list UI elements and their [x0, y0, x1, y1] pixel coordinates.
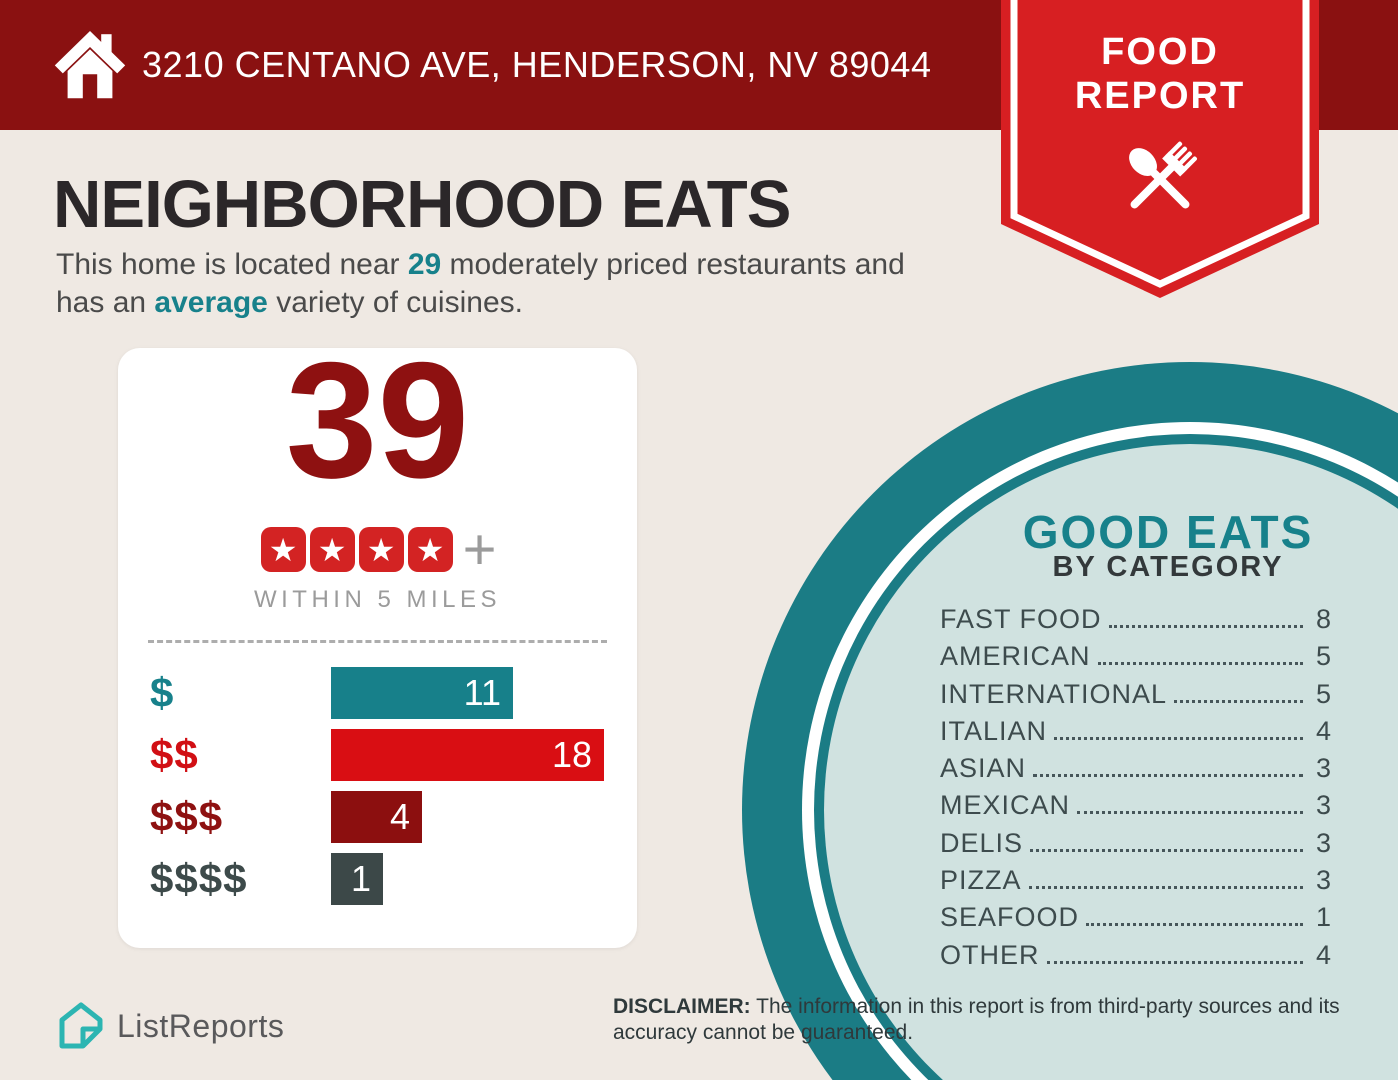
category-row: INTERNATIONAL 5 [940, 679, 1332, 716]
category-value: 3 [1315, 753, 1332, 784]
stats-card: 39 ★ ★ ★ ★ + WITHIN 5 MILES $11 $$ 18 $$$ 4 $$$$ 1 [118, 328, 637, 948]
crossed-spoon-fork-icon [1129, 141, 1198, 209]
bar: 4 [331, 791, 422, 843]
star-rating: ★ ★ ★ ★ + [118, 517, 637, 582]
bar-row: $$$$ 1 [150, 853, 637, 905]
bar-value: 4 [389, 796, 410, 837]
category-leader-dots [1054, 736, 1303, 740]
category-value: 5 [1315, 641, 1332, 672]
category-value: 4 [1315, 939, 1332, 970]
category-leader-dots [1086, 923, 1303, 927]
disclaimer-label: DISCLAIMER: [613, 995, 751, 1018]
bar-value: 11 [463, 672, 501, 713]
category-row: ITALIAN 4 [940, 716, 1332, 753]
subtitle-text-3: has an [56, 286, 155, 319]
bar: 18 [331, 729, 604, 781]
subtitle-text-4: variety of cuisines. [267, 286, 523, 319]
price-bars: $11 $$ 18 $$$ 4 $$$$ 1 [150, 667, 637, 905]
category-leader-dots [1030, 848, 1303, 852]
category-row: DELIS 3 [940, 828, 1332, 865]
ribbon-title: FOOD REPORT [1001, 30, 1319, 118]
category-leader-dots [1108, 625, 1303, 628]
category-name: DELIS [940, 827, 1024, 858]
category-leader-dots [1097, 662, 1303, 666]
bar-value: 18 [551, 734, 592, 775]
category-name: AMERICAN [940, 641, 1091, 672]
category-row: PIZZA 3 [940, 865, 1332, 902]
restaurant-total-count: 39 [285, 328, 470, 512]
category-leader-dots [1033, 774, 1303, 778]
footer-logo: ListReports [57, 1001, 284, 1051]
page-title: NEIGHBORHOOD EATS [53, 167, 791, 242]
disclaimer: DISCLAIMER: The information in this repo… [613, 994, 1353, 1046]
category-row: SEAFOOD 1 [940, 902, 1332, 939]
category-leader-dots [1077, 811, 1303, 815]
category-row: AMERICAN 5 [940, 641, 1332, 678]
listreports-house-icon [59, 1002, 103, 1049]
category-value: 3 [1315, 865, 1332, 896]
bar-label: $ [150, 669, 175, 716]
restaurant-count-inline: 29 [407, 248, 442, 281]
category-leader-dots [1046, 960, 1303, 964]
category-name: OTHER [940, 939, 1040, 970]
listreports-wordmark: ListReports [117, 1007, 285, 1044]
property-address: 3210 CENTANO AVE, HENDERSON, NV 89044 [142, 44, 932, 85]
variety-highlight: average [154, 286, 268, 319]
bar-label: $$ [150, 731, 199, 778]
star-icon: ★ [260, 527, 306, 572]
bar-value: 1 [350, 858, 371, 899]
category-name: PIZZA [940, 865, 1022, 896]
dashed-divider [148, 640, 607, 643]
category-value: 1 [1315, 902, 1332, 933]
within-miles-label: WITHIN 5 MILES [253, 586, 502, 613]
plus-icon: + [462, 517, 497, 582]
ribbon-shape [1001, 0, 1319, 298]
star-icon: ★ [358, 527, 404, 572]
category-value: 4 [1315, 715, 1332, 746]
food-report-ribbon: FOOD REPORT [1001, 0, 1319, 300]
good-eats-subtitle: BY CATEGORY [1052, 551, 1284, 583]
subtitle: This home is located near 29 moderately … [56, 246, 905, 322]
category-name: ITALIAN [940, 715, 1048, 746]
category-row: MEXICAN 3 [940, 790, 1332, 827]
category-leader-dots [1028, 886, 1303, 890]
bar-row: $11 [150, 667, 637, 719]
good-eats-title: GOOD EATS [1022, 506, 1314, 558]
category-name: MEXICAN [940, 790, 1071, 821]
category-row: OTHER 4 [940, 940, 1332, 977]
bar: 11 [331, 667, 513, 719]
category-row: ASIAN 3 [940, 753, 1332, 790]
category-name: SEAFOOD [940, 902, 1080, 933]
category-name: INTERNATIONAL [940, 678, 1168, 709]
bar-label: $$$$ [150, 855, 248, 902]
disclaimer-text: The information in this report is from t… [613, 995, 1346, 1044]
bar-label: $$$ [150, 793, 224, 840]
subtitle-text-2: moderately priced restaurants and [441, 248, 905, 281]
ribbon-line2: REPORT [1074, 75, 1246, 117]
bar-row: $$ 18 [150, 729, 637, 781]
subtitle-text-1: This home is located near [56, 248, 408, 281]
category-row: FAST FOOD 8 [940, 604, 1332, 641]
category-value: 8 [1315, 604, 1332, 634]
category-name: ASIAN [940, 753, 1027, 784]
category-value: 3 [1315, 790, 1332, 821]
star-icon: ★ [309, 527, 355, 572]
category-value: 5 [1315, 678, 1332, 709]
category-list: FAST FOOD 8 AMERICAN 5 INTERNATIONAL 5 ITALIAN… [940, 604, 1332, 977]
bar: 1 [331, 853, 383, 905]
ribbon-line1: FOOD [1101, 31, 1219, 73]
home-icon [54, 31, 126, 99]
category-name: FAST FOOD [940, 604, 1102, 634]
star-icon: ★ [407, 527, 453, 572]
bar-row: $$$ 4 [150, 791, 637, 843]
category-leader-dots [1174, 699, 1303, 703]
category-value: 3 [1315, 827, 1332, 858]
